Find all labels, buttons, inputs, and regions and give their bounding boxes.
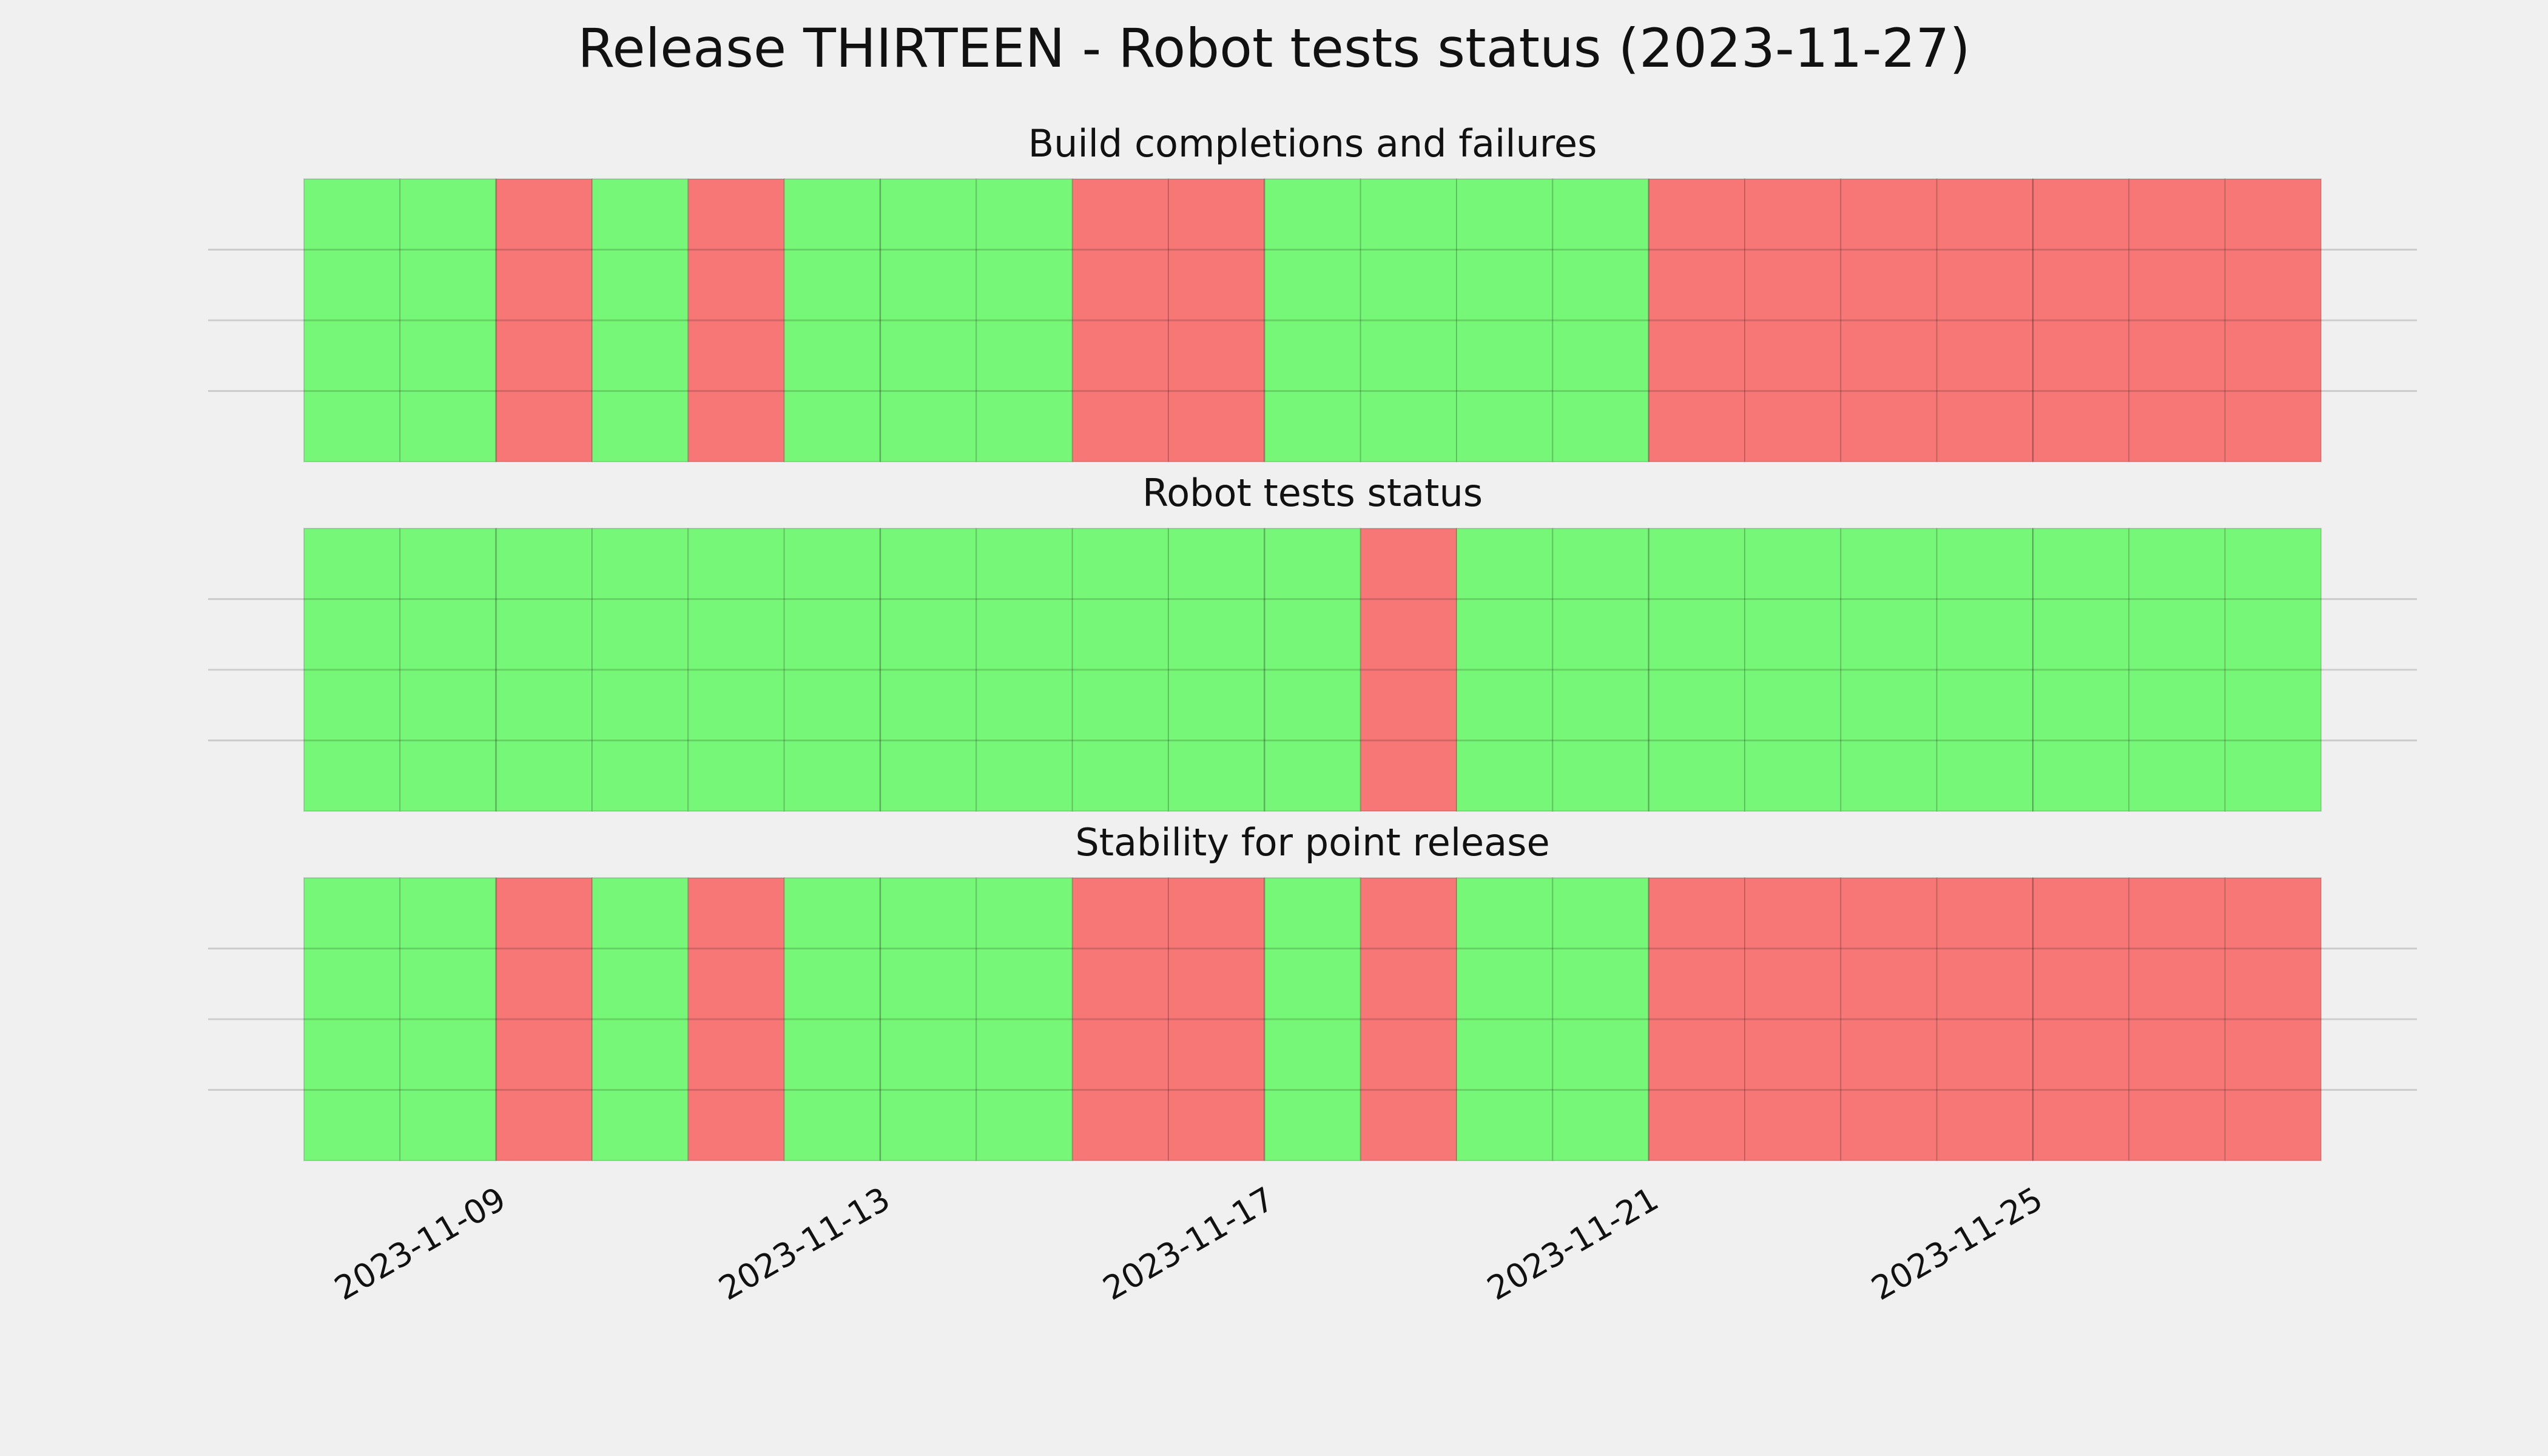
status-span <box>1936 528 2034 812</box>
status-span <box>1552 877 1650 1161</box>
status-span <box>880 178 977 462</box>
status-span <box>495 877 593 1161</box>
status-span <box>2032 178 2130 462</box>
status-span <box>1071 528 1169 812</box>
status-span <box>880 877 977 1161</box>
status-span <box>1168 528 1266 812</box>
status-span <box>1552 528 1650 812</box>
status-span <box>1744 877 1842 1161</box>
x-tick-label: 2023-11-09 <box>328 1179 512 1307</box>
status-span <box>1264 877 1361 1161</box>
status-span <box>1840 528 1938 812</box>
status-span <box>2128 178 2226 462</box>
status-span <box>1936 877 2034 1161</box>
status-span <box>687 178 785 462</box>
status-span <box>1840 178 1938 462</box>
status-span <box>1744 178 1842 462</box>
status-span <box>1360 528 1458 812</box>
x-tick-label: 2023-11-21 <box>1481 1179 1665 1307</box>
status-span <box>1168 877 1266 1161</box>
x-tick-label: 2023-11-25 <box>1865 1179 2049 1307</box>
status-span <box>399 528 497 812</box>
status-span <box>1071 178 1169 462</box>
status-span <box>592 528 689 812</box>
status-span <box>399 178 497 462</box>
status-span <box>1071 877 1169 1161</box>
status-span <box>1360 178 1458 462</box>
subplot-title: Build completions and failures <box>1028 121 1597 166</box>
status-span <box>2032 877 2130 1161</box>
status-span <box>2224 528 2322 812</box>
status-span <box>976 178 1073 462</box>
status-span <box>1264 528 1361 812</box>
subplot-title: Robot tests status <box>1142 471 1483 515</box>
status-span <box>783 528 881 812</box>
status-span <box>976 877 1073 1161</box>
figure-title: Release THIRTEEN - Robot tests status (2… <box>578 17 1970 79</box>
status-span <box>880 528 977 812</box>
status-span <box>2224 178 2322 462</box>
status-span <box>1456 178 1554 462</box>
status-span <box>303 877 401 1161</box>
status-span <box>303 178 401 462</box>
status-span <box>495 528 593 812</box>
status-span <box>687 528 785 812</box>
status-span <box>1936 178 2034 462</box>
subplot-title: Stability for point release <box>1075 820 1549 864</box>
status-span <box>976 528 1073 812</box>
status-span <box>592 178 689 462</box>
status-span <box>592 877 689 1161</box>
x-tick-label: 2023-11-13 <box>712 1179 896 1307</box>
status-span <box>1360 877 1458 1161</box>
status-span <box>1456 877 1554 1161</box>
status-span <box>2128 528 2226 812</box>
status-span <box>2128 877 2226 1161</box>
status-span <box>1648 877 1746 1161</box>
status-span <box>783 877 881 1161</box>
status-span <box>303 528 401 812</box>
status-span <box>1648 178 1746 462</box>
status-span <box>1168 178 1266 462</box>
status-span <box>1456 528 1554 812</box>
status-span <box>495 178 593 462</box>
status-span <box>399 877 497 1161</box>
x-tick-label: 2023-11-17 <box>1097 1179 1281 1307</box>
status-span <box>1840 877 1938 1161</box>
status-span <box>2032 528 2130 812</box>
status-span <box>1264 178 1361 462</box>
status-span <box>783 178 881 462</box>
status-span <box>687 877 785 1161</box>
status-span <box>1552 178 1650 462</box>
status-span <box>1744 528 1842 812</box>
status-span <box>2224 877 2322 1161</box>
